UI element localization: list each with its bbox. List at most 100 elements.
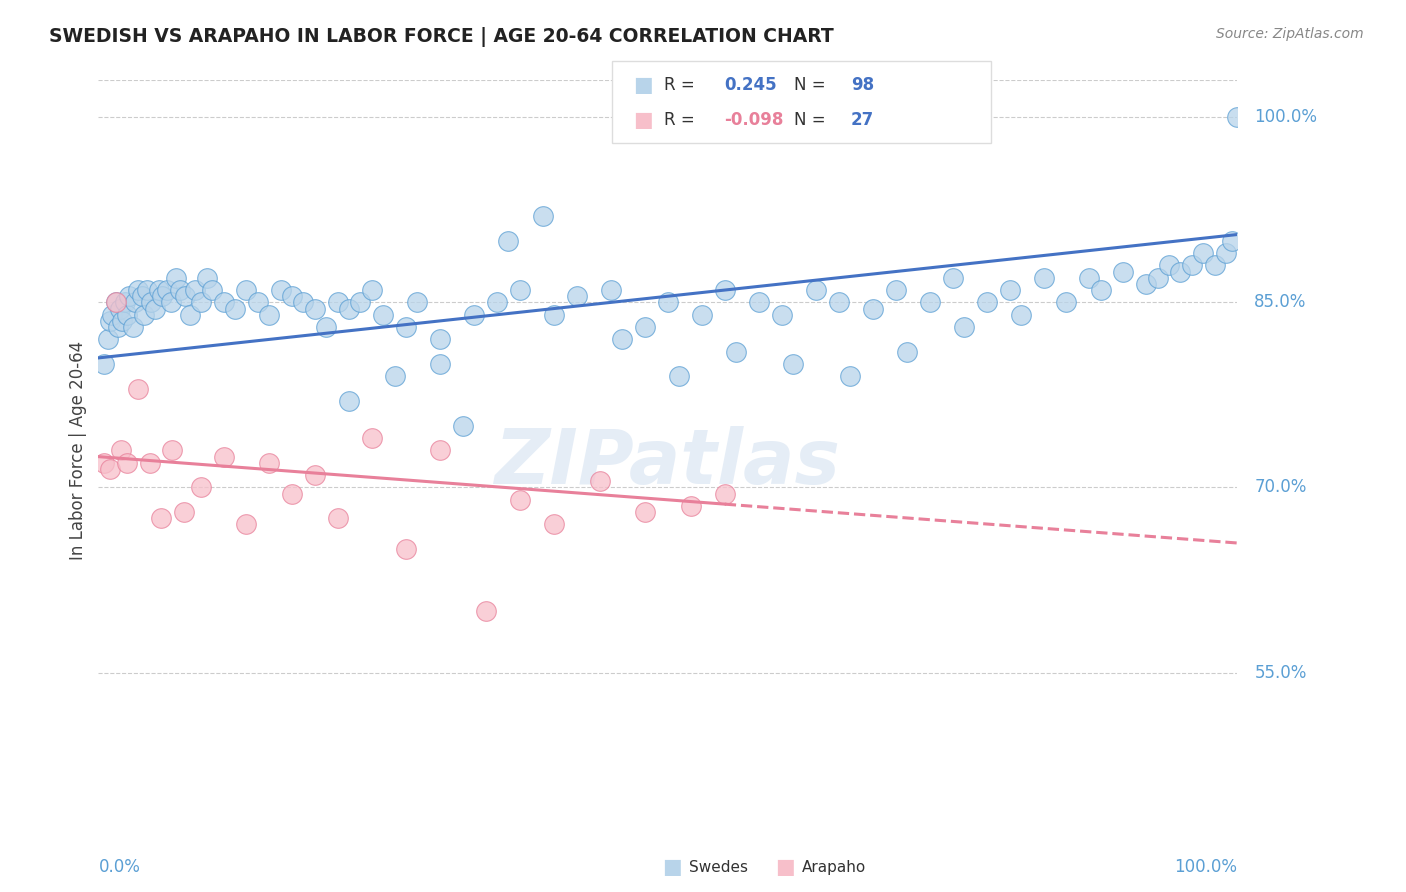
Text: ■: ■: [633, 111, 652, 130]
Point: [190, 480, 212, 494]
Point: [828, 295, 851, 310]
Point: [96, 332, 118, 346]
Point: [121, 320, 143, 334]
Point: [173, 505, 195, 519]
Point: [1056, 295, 1078, 310]
Point: [111, 314, 134, 328]
Point: [1220, 234, 1243, 248]
Point: [360, 283, 382, 297]
Text: R =: R =: [664, 76, 700, 94]
Point: [124, 295, 146, 310]
Point: [486, 295, 509, 310]
Point: [862, 301, 884, 316]
Point: [406, 295, 429, 310]
Point: [337, 301, 360, 316]
Point: [1146, 270, 1168, 285]
Point: [246, 295, 269, 310]
Point: [918, 295, 941, 310]
Point: [953, 320, 976, 334]
Point: [304, 301, 326, 316]
Point: [884, 283, 907, 297]
Text: 55.0%: 55.0%: [1254, 664, 1306, 681]
Point: [463, 308, 485, 322]
Text: Source: ZipAtlas.com: Source: ZipAtlas.com: [1216, 27, 1364, 41]
Point: [132, 308, 155, 322]
Point: [148, 283, 170, 297]
Point: [531, 209, 554, 223]
Text: N =: N =: [794, 76, 831, 94]
Point: [156, 283, 179, 297]
Point: [190, 295, 212, 310]
Point: [498, 234, 520, 248]
Point: [748, 295, 770, 310]
Point: [371, 308, 394, 322]
Point: [1078, 270, 1101, 285]
Point: [942, 270, 965, 285]
Point: [839, 369, 862, 384]
Point: [1170, 264, 1192, 278]
Point: [337, 394, 360, 409]
Point: [1112, 264, 1135, 278]
Text: 100.0%: 100.0%: [1174, 857, 1237, 876]
Point: [395, 542, 418, 557]
Point: [1215, 246, 1237, 260]
Point: [896, 344, 918, 359]
Point: [690, 308, 713, 322]
Point: [349, 295, 371, 310]
Point: [714, 283, 737, 297]
Point: [668, 369, 690, 384]
Point: [179, 308, 201, 322]
Point: [429, 332, 451, 346]
Point: [195, 270, 218, 285]
Point: [292, 295, 315, 310]
Point: [509, 492, 531, 507]
Point: [235, 283, 257, 297]
Point: [104, 295, 127, 310]
Point: [714, 486, 737, 500]
Text: Swedes: Swedes: [689, 860, 748, 874]
Text: 100.0%: 100.0%: [1254, 108, 1317, 127]
Point: [565, 289, 588, 303]
Point: [127, 283, 149, 297]
Point: [259, 456, 281, 470]
Point: [114, 295, 136, 310]
Point: [360, 431, 382, 445]
Point: [612, 332, 634, 346]
Point: [235, 517, 257, 532]
Point: [150, 511, 173, 525]
Text: 70.0%: 70.0%: [1254, 478, 1306, 497]
Text: SWEDISH VS ARAPAHO IN LABOR FORCE | AGE 20-64 CORRELATION CHART: SWEDISH VS ARAPAHO IN LABOR FORCE | AGE …: [49, 27, 834, 46]
Point: [115, 456, 138, 470]
Point: [1032, 270, 1054, 285]
Point: [259, 308, 281, 322]
Point: [588, 475, 610, 489]
Point: [304, 468, 326, 483]
Point: [770, 308, 793, 322]
Text: ■: ■: [775, 857, 794, 877]
Point: [108, 301, 131, 316]
Point: [1135, 277, 1157, 291]
Point: [804, 283, 827, 297]
Text: 0.245: 0.245: [724, 76, 776, 94]
Point: [127, 382, 149, 396]
Point: [326, 295, 349, 310]
Point: [224, 301, 246, 316]
Point: [160, 295, 183, 310]
Point: [1090, 283, 1112, 297]
Point: [451, 418, 474, 433]
Point: [104, 295, 127, 310]
Point: [165, 270, 187, 285]
Point: [1204, 258, 1226, 272]
Point: [543, 308, 565, 322]
Point: [1157, 258, 1180, 272]
Point: [315, 320, 337, 334]
Text: 98: 98: [851, 76, 873, 94]
Point: [98, 462, 121, 476]
Text: N =: N =: [794, 112, 831, 129]
Point: [212, 295, 235, 310]
Point: [725, 344, 748, 359]
Point: [634, 320, 657, 334]
Point: [474, 604, 496, 618]
Point: [93, 456, 115, 470]
Point: [98, 314, 121, 328]
